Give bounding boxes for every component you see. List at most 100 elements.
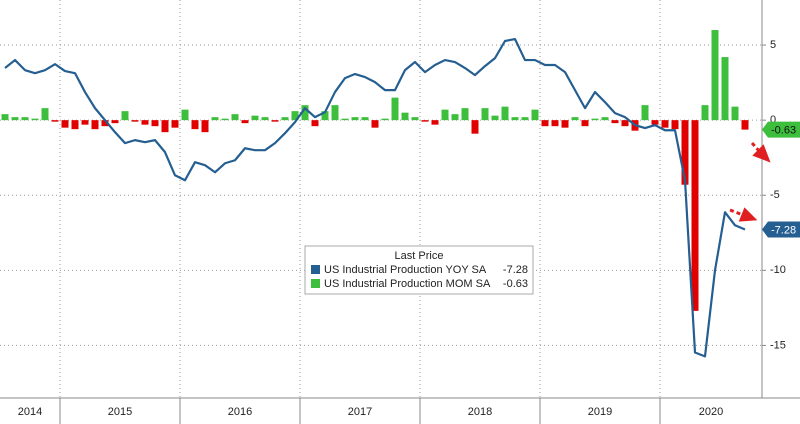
legend-swatch — [311, 279, 320, 288]
bar — [161, 120, 169, 133]
bar — [441, 109, 449, 121]
bar — [341, 118, 349, 121]
bar — [651, 120, 659, 125]
legend-title: Last Price — [395, 250, 444, 262]
bar — [371, 120, 379, 128]
bar — [101, 120, 109, 127]
legend: Last Price US Industrial Production YOY … — [304, 245, 534, 295]
bar — [351, 117, 359, 121]
bar — [91, 120, 99, 130]
bar — [141, 120, 149, 125]
line — [4, 37, 746, 358]
bar — [661, 120, 669, 128]
bar — [241, 120, 249, 124]
bar — [551, 120, 559, 127]
x-tick-label: 2020 — [699, 406, 723, 418]
axes: 5 0 -5 -10 -15 2014 2015 2016 2017 2018 2019 2020 -7… — [18, 39, 800, 424]
bar — [231, 114, 239, 121]
bar — [471, 120, 479, 134]
bar — [691, 120, 699, 311]
bar — [131, 120, 139, 122]
arrow — [729, 208, 744, 217]
bar — [61, 120, 69, 128]
bar — [251, 115, 259, 121]
bar — [81, 120, 89, 125]
bar — [151, 120, 159, 127]
bar — [511, 117, 519, 121]
bar — [381, 118, 389, 121]
legend-label: US Industrial Production MOM SA — [324, 278, 491, 290]
bar — [571, 117, 579, 121]
bar — [211, 117, 219, 121]
legend-swatch — [311, 265, 320, 274]
bar — [51, 120, 59, 122]
bar — [41, 108, 49, 121]
bar — [391, 97, 399, 121]
bar — [181, 109, 189, 121]
legend-value: -7.28 — [503, 264, 528, 276]
bar — [401, 112, 409, 121]
bar — [281, 117, 289, 121]
bar — [11, 117, 19, 121]
bar — [121, 111, 129, 121]
value-label: -0.63 — [771, 125, 796, 137]
bar — [411, 117, 419, 121]
x-tick-label: 2015 — [108, 406, 132, 418]
bar — [711, 30, 719, 121]
x-tick-label: 2019 — [588, 406, 612, 418]
bar — [311, 120, 319, 127]
legend-label: US Industrial Production YOY SA — [324, 264, 487, 276]
bar — [621, 120, 629, 127]
bar — [701, 105, 709, 121]
y-tick-label: -10 — [770, 264, 786, 276]
y-tick-label: 5 — [770, 39, 776, 51]
bar — [21, 117, 29, 121]
bar — [261, 117, 269, 121]
bar — [451, 114, 459, 121]
bar — [31, 118, 39, 121]
bar — [501, 106, 509, 121]
bar — [171, 120, 179, 128]
x-tick-label: 2018 — [468, 406, 492, 418]
bar — [421, 120, 429, 122]
legend-value: -0.63 — [503, 278, 528, 290]
plot — [1, 30, 749, 358]
x-tick-label: 2016 — [228, 406, 252, 418]
annotation-arrows — [729, 142, 771, 222]
bar — [591, 118, 599, 121]
bar — [541, 120, 549, 127]
bar — [111, 120, 119, 124]
bar — [271, 120, 279, 122]
bar — [71, 120, 79, 130]
y-tick-label: 0 — [770, 114, 776, 126]
value-tag — [762, 121, 800, 138]
bar — [321, 111, 329, 121]
bar — [521, 117, 529, 121]
y-tick-label: -15 — [770, 339, 786, 351]
bar — [431, 120, 439, 125]
bar — [481, 108, 489, 121]
y-tick-label: -5 — [770, 189, 780, 201]
bar — [291, 111, 299, 121]
bar — [741, 120, 749, 130]
bar — [721, 57, 729, 121]
bar — [641, 105, 649, 121]
bar — [201, 120, 209, 133]
arrow-head — [738, 207, 758, 222]
legend-box — [304, 245, 534, 295]
bar — [191, 120, 199, 130]
bar — [361, 117, 369, 121]
bar — [731, 106, 739, 121]
bar — [531, 109, 539, 121]
bar — [681, 120, 689, 185]
arrow-head — [752, 144, 771, 163]
x-tick-label: 2017 — [348, 406, 372, 418]
bar — [561, 120, 569, 128]
bar — [1, 114, 9, 121]
value-tag — [762, 221, 800, 238]
bar — [581, 120, 589, 127]
value-label: -7.28 — [771, 224, 796, 236]
bar — [601, 117, 609, 121]
